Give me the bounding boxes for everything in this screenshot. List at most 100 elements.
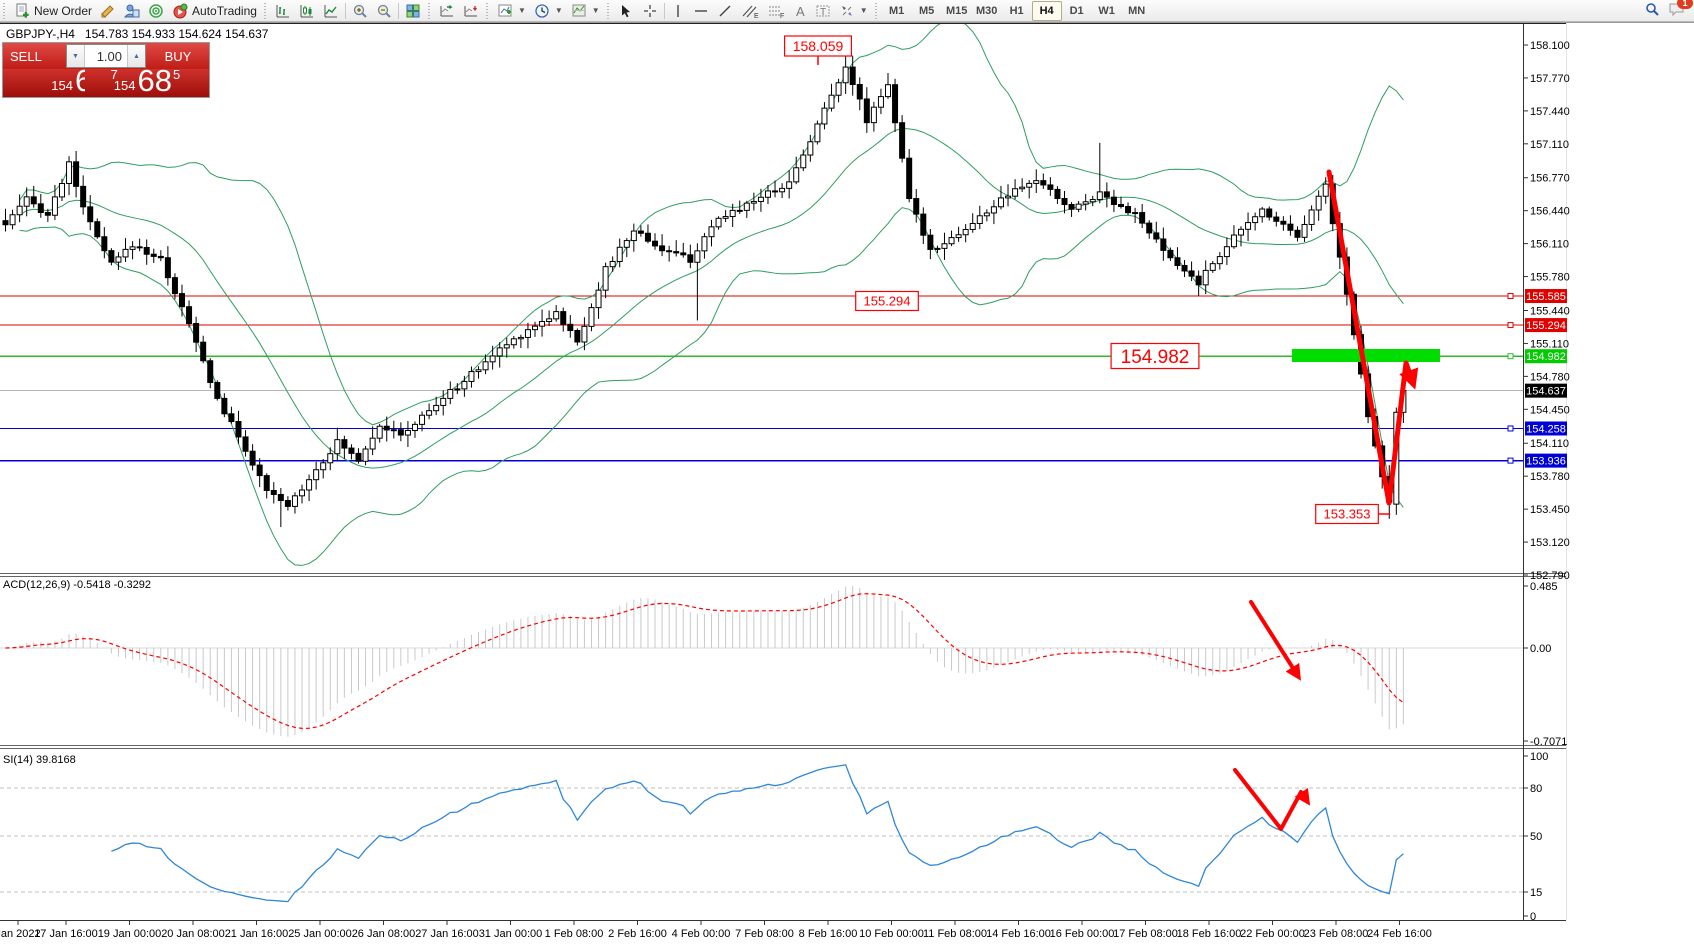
autotrading-button[interactable]: AutoTrading	[168, 1, 261, 21]
timeframe-h1[interactable]: H1	[1009, 4, 1024, 17]
arrows-button[interactable]: ▼	[835, 1, 872, 21]
terminal-icon[interactable]	[120, 1, 144, 21]
svg-text:11 Feb 08:00: 11 Feb 08:00	[923, 928, 987, 940]
axis-price-badge: 155.294	[1525, 318, 1567, 333]
svg-text:17 Jan 16:00: 17 Jan 16:00	[34, 928, 98, 940]
autotrading-icon	[172, 3, 188, 19]
rsi-label: SI(14) 39.8168	[3, 754, 76, 766]
svg-text:153.120: 153.120	[1530, 537, 1570, 549]
svg-text:2 Feb 16:00: 2 Feb 16:00	[608, 928, 667, 940]
new-order-button[interactable]: New Order	[10, 1, 96, 21]
toolbar-separator	[344, 2, 346, 19]
svg-text:8 Feb 16:00: 8 Feb 16:00	[799, 928, 858, 940]
svg-text:-0.7071: -0.7071	[1530, 736, 1567, 748]
templates-button[interactable]: ▼	[567, 1, 604, 21]
svg-text:158.059: 158.059	[793, 38, 844, 54]
toolbar-grip	[605, 2, 611, 19]
svg-text:50: 50	[1530, 831, 1542, 843]
sell-price-pip: 7	[110, 67, 118, 82]
auto-scroll-icon[interactable]	[435, 1, 459, 21]
volume-input[interactable]: 1.00	[96, 48, 122, 64]
text-icon[interactable]: A	[789, 1, 811, 21]
timeframe-m30[interactable]: M30	[975, 4, 998, 17]
price-axis[interactable]: 158.100 157.770 157.440 157.110 156.770 156.4…	[1523, 23, 1570, 924]
timeframe-m1[interactable]: M1	[889, 4, 905, 17]
svg-text:157.770: 157.770	[1530, 73, 1570, 85]
zoom-out-icon[interactable]	[372, 1, 396, 21]
timeframe-d1[interactable]: D1	[1069, 4, 1084, 17]
rsi-panel	[0, 764, 1523, 903]
crosshair-icon[interactable]	[638, 1, 662, 21]
toolbar-grip	[484, 2, 490, 19]
line-chart-icon[interactable]	[319, 1, 343, 21]
timeframe-mn[interactable]: MN	[1128, 4, 1146, 17]
axis-price-badge: 154.637	[1525, 383, 1567, 398]
annotations[interactable]: 158.059 155.294 154.982 153.353	[783, 35, 1391, 525]
svg-text:18 Feb 16:00: 18 Feb 16:00	[1177, 928, 1242, 940]
svg-text:21 Jan 16:00: 21 Jan 16:00	[225, 928, 289, 940]
svg-text:155.294: 155.294	[864, 294, 911, 309]
svg-text:152.790: 152.790	[1530, 570, 1570, 582]
tile-windows-icon[interactable]	[401, 1, 425, 21]
panel-separators[interactable]	[0, 22, 1694, 921]
sell-button[interactable]: SELL	[3, 43, 65, 69]
symbol-name: GBPJPY-,H4	[6, 27, 75, 41]
svg-text:155.110: 155.110	[1530, 338, 1569, 350]
channel-icon[interactable]: E	[737, 1, 763, 21]
horizontal-line-icon[interactable]	[689, 1, 713, 21]
candlestick-chart-icon[interactable]	[295, 1, 319, 21]
timeframe-h4[interactable]: H4	[1031, 0, 1062, 21]
svg-text:25 Jan 00:00: 25 Jan 00:00	[288, 928, 352, 940]
svg-text:154.258: 154.258	[1526, 423, 1566, 435]
dropdown-caret: ▼	[591, 6, 600, 15]
axis-price-badge: 154.982	[1525, 349, 1567, 364]
volume-increase-button[interactable]: ▲	[127, 45, 145, 67]
svg-text:24 Feb 16:00: 24 Feb 16:00	[1367, 928, 1432, 940]
trend-arrows[interactable]	[1233, 169, 1419, 831]
green-zone-rectangle[interactable]	[1292, 349, 1440, 362]
toolbar-separator	[663, 2, 665, 19]
search-icon[interactable]	[1644, 1, 1660, 20]
svg-text:26 Jan 08:00: 26 Jan 08:00	[352, 928, 416, 940]
volume-decrease-button[interactable]: ▼	[67, 45, 85, 67]
indicators-button[interactable]: ▼	[493, 1, 530, 21]
cursor-icon[interactable]	[614, 1, 638, 21]
symbol-ohlc: 154.783 154.933 154.624 154.637	[84, 27, 269, 41]
svg-text:155.294: 155.294	[1526, 320, 1566, 332]
svg-text:19 Jan 00:00: 19 Jan 00:00	[98, 928, 162, 940]
timeframe-m5[interactable]: M5	[919, 4, 935, 17]
notifications-button[interactable]: 1	[1668, 0, 1693, 20]
svg-text:157.110: 157.110	[1530, 139, 1569, 151]
svg-text:157.440: 157.440	[1530, 106, 1570, 118]
main-toolbar: New Order AutoTrading	[0, 0, 1694, 22]
dropdown-caret: ▼	[859, 6, 868, 15]
macd-label: ACD(12,26,9) -0.5418 -0.3292	[3, 579, 151, 591]
bar-chart-icon[interactable]	[271, 1, 295, 21]
svg-text:31 Jan 00:00: 31 Jan 00:00	[479, 928, 543, 940]
svg-text:154.110: 154.110	[1530, 438, 1569, 450]
svg-text:155.440: 155.440	[1530, 305, 1570, 317]
svg-text:0.00: 0.00	[1530, 643, 1551, 655]
price-chart[interactable]: 158.100 157.770 157.440 157.110 156.770 156.4…	[0, 22, 1694, 944]
chart-shift-icon[interactable]	[459, 1, 483, 21]
vertical-line-icon[interactable]	[667, 1, 689, 21]
fibonacci-icon[interactable]: F	[763, 1, 789, 21]
svg-text:1 Feb 08:00: 1 Feb 08:00	[545, 928, 604, 940]
trendline-icon[interactable]	[713, 1, 737, 21]
svg-text:153.936: 153.936	[1526, 456, 1566, 468]
timeframe-m15[interactable]: M15	[945, 4, 968, 17]
buy-button[interactable]: BUY	[147, 43, 209, 69]
timeframe-w1[interactable]: W1	[1098, 4, 1115, 17]
svg-text:14 Feb 16:00: 14 Feb 16:00	[986, 928, 1051, 940]
zoom-in-icon[interactable]	[348, 1, 372, 21]
svg-text:17 Feb 08:00: 17 Feb 08:00	[1113, 928, 1178, 940]
signals-icon[interactable]	[144, 1, 168, 21]
buy-price[interactable]: 154 68 5	[85, 65, 209, 97]
text-label-icon[interactable]: T	[811, 1, 835, 21]
svg-text:4 Feb 00:00: 4 Feb 00:00	[672, 928, 731, 940]
periods-button[interactable]: ▼	[530, 1, 567, 21]
metaeditor-icon[interactable]	[96, 1, 120, 21]
